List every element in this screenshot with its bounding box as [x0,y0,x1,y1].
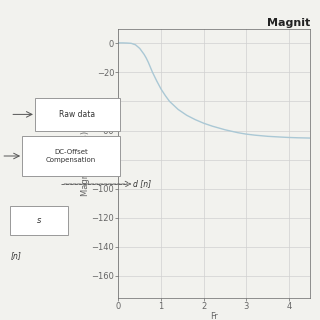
FancyBboxPatch shape [35,98,120,131]
Text: [n]: [n] [10,252,21,260]
Y-axis label: Magnitude (dB): Magnitude (dB) [81,131,90,196]
Text: Raw data: Raw data [60,110,95,119]
Text: d [n]: d [n] [133,180,151,188]
FancyBboxPatch shape [22,136,120,176]
Text: s: s [37,216,41,225]
Text: DC-Offset
Compensation: DC-Offset Compensation [46,149,96,163]
X-axis label: Fr: Fr [211,312,218,320]
Text: Magnit: Magnit [267,18,310,28]
FancyBboxPatch shape [10,206,68,235]
